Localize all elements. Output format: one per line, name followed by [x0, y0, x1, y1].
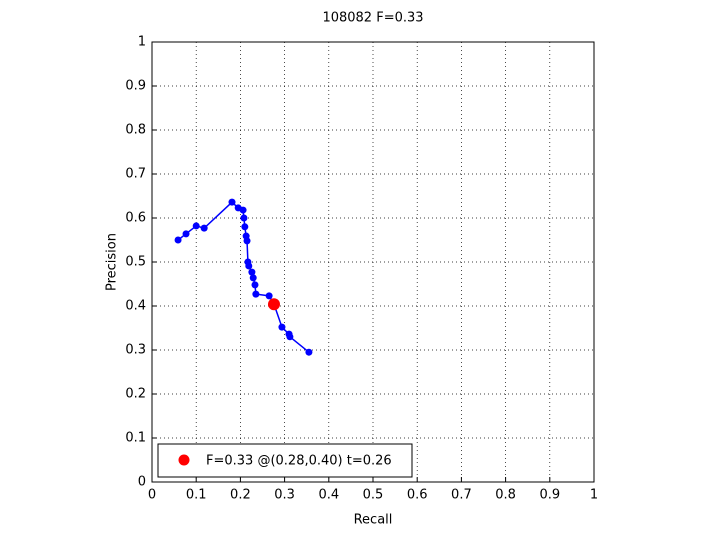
point [182, 230, 190, 238]
point [252, 290, 260, 298]
y-tick-label: 0.1 [125, 431, 146, 446]
x-tick-label: 0.6 [407, 488, 428, 503]
x-tick-label: 0.1 [186, 488, 207, 503]
point [192, 222, 200, 230]
point [243, 237, 251, 245]
x-tick-label: 0.4 [318, 488, 339, 503]
point [240, 214, 248, 222]
y-tick-label: 0.9 [125, 79, 146, 94]
y-tick-label: 0.5 [125, 255, 146, 270]
point [305, 348, 313, 356]
point [267, 298, 280, 311]
x-tick-label: 0.8 [495, 488, 516, 503]
point [286, 333, 294, 341]
x-tick-label: 0.2 [230, 488, 251, 503]
point [245, 262, 253, 270]
y-tick-label: 0.2 [125, 387, 146, 402]
chart-title: 108082 F=0.33 [322, 11, 423, 26]
point [265, 292, 273, 300]
point [174, 236, 182, 244]
point [228, 198, 236, 206]
x-tick-label: 0 [148, 488, 156, 503]
y-tick-label: 1 [138, 35, 146, 50]
point [251, 281, 259, 289]
plot-frame [151, 41, 595, 483]
y-tick-label: 0.4 [125, 299, 146, 314]
y-axis-label: Precision [105, 233, 120, 291]
x-tick-label: 0.3 [274, 488, 295, 503]
point [200, 224, 208, 232]
y-tick-label: 0.3 [125, 343, 146, 358]
x-tick-label: 0.5 [363, 488, 384, 503]
legend: F=0.33 @(0.28,0.40) t=0.26 [157, 443, 413, 478]
point [278, 323, 286, 331]
point [249, 274, 257, 282]
y-tick-label: 0.6 [125, 211, 146, 226]
y-tick-label: 0 [138, 475, 146, 490]
point [248, 268, 256, 276]
x-tick-label: 0.7 [451, 488, 472, 503]
y-tick-label: 0.8 [125, 123, 146, 138]
y-tick-label: 0.7 [125, 167, 146, 182]
x-axis-label: Recall [354, 513, 393, 528]
point [239, 206, 247, 214]
x-tick-label: 0.9 [539, 488, 560, 503]
point [241, 223, 249, 231]
x-tick-label: 1 [590, 488, 598, 503]
legend-box [157, 443, 413, 478]
legend-label: F=0.33 @(0.28,0.40) t=0.26 [206, 454, 392, 469]
legend-marker [178, 454, 190, 466]
